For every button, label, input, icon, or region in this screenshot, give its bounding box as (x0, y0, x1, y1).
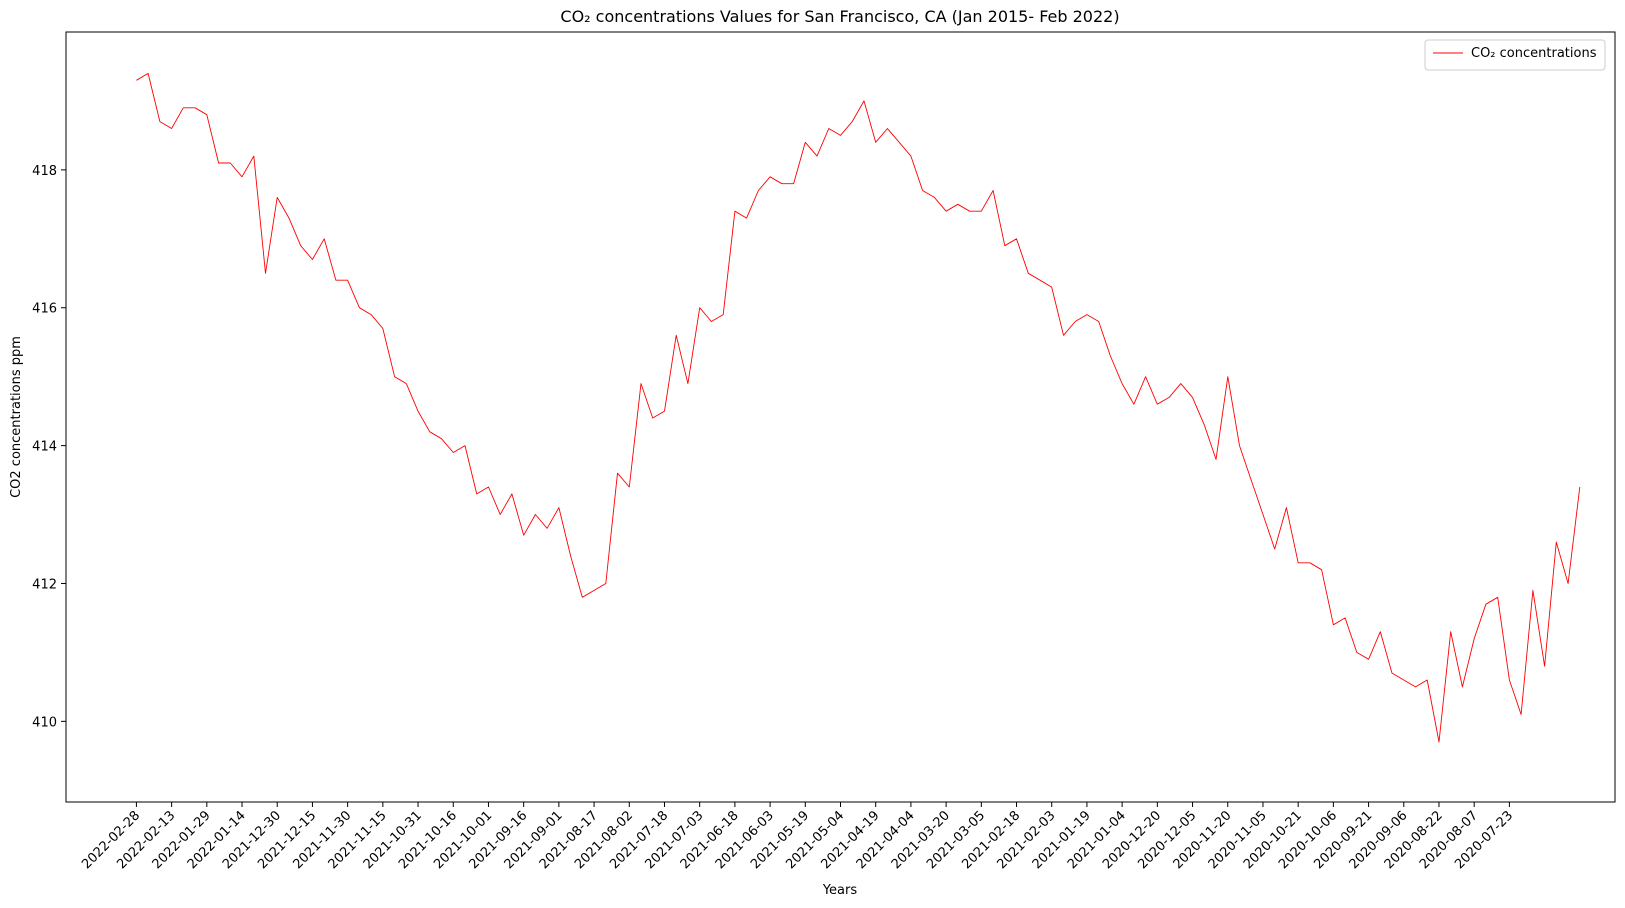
line-series (136, 72, 1581, 743)
legend-label: CO₂ concentrations (1471, 46, 1597, 61)
plot-frame (65, 31, 1616, 803)
legend-box (1424, 39, 1606, 71)
y-tick-label: 418 (32, 164, 57, 179)
y-axis-label: CO2 concentrations ppm (9, 336, 24, 498)
legend: CO₂ concentrations (1424, 39, 1606, 71)
y-tick-label: 410 (32, 715, 57, 730)
y-tick-label: 416 (32, 302, 57, 317)
y-tick-label: 414 (32, 440, 57, 455)
chart-title: CO₂ concentrations Values for San Franci… (560, 7, 1119, 26)
x-axis-label: Years (822, 883, 858, 898)
y-tick-label: 412 (32, 577, 57, 592)
